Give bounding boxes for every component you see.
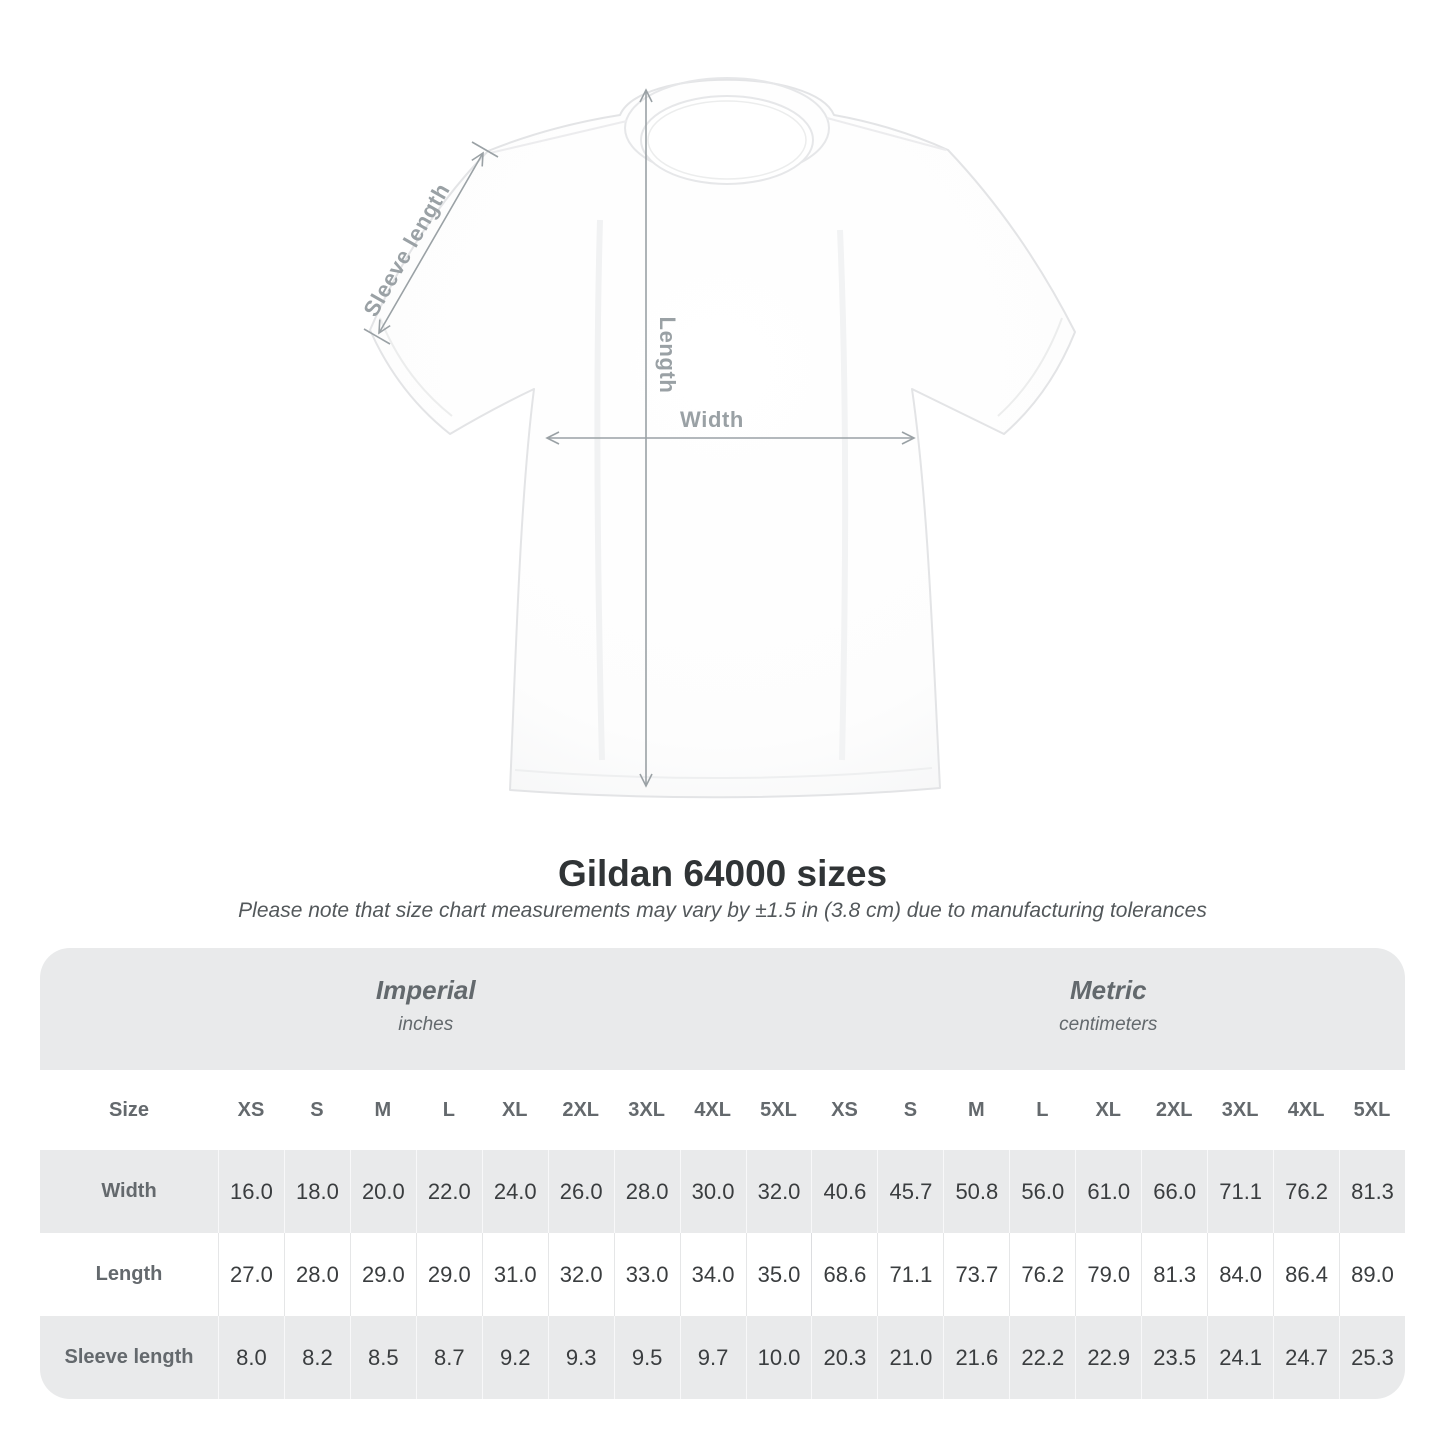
- size-col-header: 2XL: [562, 1098, 600, 1121]
- value-cell: 20.3: [811, 1316, 877, 1399]
- size-col-header: L: [1036, 1098, 1049, 1121]
- tshirt-image: [363, 77, 1076, 799]
- tolerance-note: Please note that size chart measurements…: [238, 899, 1207, 922]
- size-chart-table: Imperial inches Metric centimeters Size …: [40, 948, 1405, 1399]
- value-cell: 32.0: [745, 1150, 812, 1233]
- size-col-header: XS: [237, 1098, 265, 1121]
- value-cell: 33.0: [613, 1233, 680, 1316]
- value-cell: 68.6: [811, 1233, 877, 1316]
- value-cell: 79.0: [1075, 1233, 1141, 1316]
- value-cell: 61.0: [1075, 1150, 1141, 1233]
- value-cell: 8.7: [415, 1316, 482, 1399]
- value-cell: 66.0: [1141, 1150, 1207, 1233]
- value-cell: 30.0: [679, 1150, 746, 1233]
- value-cell: 81.3: [1141, 1233, 1207, 1316]
- size-col-header: 4XL: [1287, 1098, 1325, 1121]
- value-cell: 25.3: [1339, 1316, 1405, 1399]
- metric-group-label: Metric: [1069, 974, 1147, 1005]
- size-col-header: 3XL: [1221, 1098, 1259, 1121]
- imperial-group-header: Imperial inches: [40, 948, 812, 1070]
- value-cell: 24.1: [1207, 1316, 1273, 1399]
- row-label: Width: [101, 1180, 157, 1202]
- value-cell: 40.6: [811, 1150, 877, 1233]
- value-cell: 9.7: [679, 1316, 746, 1399]
- value-cell: 29.0: [349, 1233, 416, 1316]
- imperial-unit-label: inches: [398, 1013, 454, 1035]
- value-cell: 24.0: [481, 1150, 548, 1233]
- unit-group-header-row: Imperial inches Metric centimeters: [40, 948, 1405, 1070]
- size-col-header: 5XL: [1353, 1098, 1391, 1121]
- table-row-length: Length 27.0 28.0 29.0 29.0 31.0 32.0 33.…: [40, 1233, 1405, 1316]
- table-row-sleeve-length: Sleeve length 8.0 8.2 8.5 8.7 9.2 9.3 9.…: [40, 1316, 1405, 1399]
- value-cell: 8.5: [349, 1316, 416, 1399]
- metric-group-header: Metric centimeters: [812, 948, 1406, 1070]
- value-cell: 84.0: [1207, 1233, 1273, 1316]
- tshirt-measurement-diagram: Sleeve length Length Width: [358, 77, 1076, 799]
- value-cell: 71.1: [1207, 1150, 1273, 1233]
- value-cell: 29.0: [415, 1233, 482, 1316]
- value-cell: 9.5: [613, 1316, 680, 1399]
- value-cell: 16.0: [218, 1150, 284, 1233]
- value-cell: 24.7: [1273, 1316, 1339, 1399]
- value-cell: 35.0: [745, 1233, 812, 1316]
- value-cell: 23.5: [1141, 1316, 1207, 1399]
- value-cell: 10.0: [745, 1316, 812, 1399]
- imperial-group-label: Imperial: [375, 974, 476, 1005]
- value-cell: 50.8: [943, 1150, 1009, 1233]
- value-cell: 22.2: [1009, 1316, 1075, 1399]
- size-col-header: XL: [1095, 1098, 1122, 1121]
- value-cell: 28.0: [283, 1233, 350, 1316]
- value-cell: 71.1: [877, 1233, 943, 1316]
- row-label: Sleeve length: [64, 1346, 194, 1368]
- value-cell: 20.0: [349, 1150, 416, 1233]
- size-col-header: S: [903, 1098, 918, 1121]
- value-cell: 56.0: [1009, 1150, 1075, 1233]
- size-col-header: 5XL: [760, 1098, 797, 1121]
- size-col-header: 3XL: [628, 1098, 665, 1121]
- value-cell: 81.3: [1339, 1150, 1405, 1233]
- size-col-header: 4XL: [694, 1098, 731, 1121]
- value-cell: 28.0: [613, 1150, 680, 1233]
- value-cell: 76.2: [1273, 1150, 1339, 1233]
- row-label: Length: [95, 1263, 163, 1285]
- size-col-header: XL: [501, 1098, 528, 1121]
- size-col-header: M: [968, 1098, 985, 1121]
- value-cell: 45.7: [877, 1150, 943, 1233]
- size-col-header: L: [442, 1098, 455, 1121]
- size-header-row: Size XS S M L XL 2XL 3XL 4XL 5XL XS S M …: [40, 1070, 1405, 1150]
- length-dimension-label: Length: [655, 316, 680, 394]
- value-cell: 76.2: [1009, 1233, 1075, 1316]
- value-cell: 21.6: [943, 1316, 1009, 1399]
- value-cell: 26.0: [547, 1150, 614, 1233]
- size-col-header: S: [310, 1098, 324, 1121]
- size-col-header: M: [374, 1098, 392, 1121]
- value-cell: 8.2: [283, 1316, 350, 1399]
- metric-unit-label: centimeters: [1059, 1013, 1158, 1035]
- sleeve-length-arrow: [363, 141, 499, 345]
- value-cell: 86.4: [1273, 1233, 1339, 1316]
- width-dimension-label: Width: [680, 407, 744, 432]
- value-cell: 9.3: [547, 1316, 614, 1399]
- value-cell: 27.0: [218, 1233, 284, 1316]
- value-cell: 8.0: [218, 1316, 284, 1399]
- value-cell: 34.0: [679, 1233, 746, 1316]
- value-cell: 32.0: [547, 1233, 614, 1316]
- table-row-width: Width 16.0 18.0 20.0 22.0 24.0 26.0 28.0…: [40, 1150, 1405, 1233]
- value-cell: 9.2: [481, 1316, 548, 1399]
- value-cell: 21.0: [877, 1316, 943, 1399]
- collar-inner: [640, 95, 814, 185]
- size-col-header: 2XL: [1155, 1098, 1193, 1121]
- size-header-label: Size: [108, 1098, 150, 1121]
- value-cell: 22.0: [415, 1150, 482, 1233]
- page-title: Gildan 64000 sizes: [557, 853, 888, 894]
- value-cell: 22.9: [1075, 1316, 1141, 1399]
- value-cell: 73.7: [943, 1233, 1009, 1316]
- value-cell: 18.0: [283, 1150, 350, 1233]
- value-cell: 31.0: [481, 1233, 548, 1316]
- size-col-header: XS: [831, 1098, 858, 1121]
- value-cell: 89.0: [1339, 1233, 1405, 1316]
